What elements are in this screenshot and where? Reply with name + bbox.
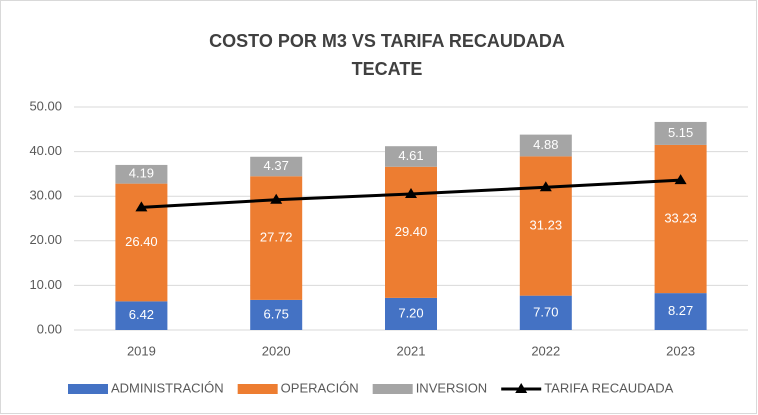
legend-label: INVERSION <box>416 380 488 395</box>
y-tick-label: 50.00 <box>29 98 62 113</box>
data-label: 29.40 <box>395 224 428 239</box>
line-marker <box>405 187 417 198</box>
legend-swatch <box>68 384 108 394</box>
x-tick-label: 2021 <box>397 343 426 358</box>
line-marker <box>270 193 283 204</box>
y-tick-label: 10.00 <box>29 277 62 292</box>
x-tick-label: 2019 <box>127 343 156 358</box>
bar-segment <box>654 293 707 330</box>
y-tick-label: 20.00 <box>29 232 62 247</box>
line-marker <box>539 181 552 192</box>
data-label: 33.23 <box>664 210 697 225</box>
data-label: 6.42 <box>129 307 154 322</box>
x-tick-label: 2023 <box>666 343 695 358</box>
bar-segment <box>385 146 437 167</box>
bar-segment <box>519 134 572 157</box>
y-tick-label: 0.00 <box>37 321 62 336</box>
data-label: 4.88 <box>533 137 558 152</box>
legend-swatch <box>237 384 278 394</box>
y-tick-label: 30.00 <box>29 188 62 203</box>
data-label: 8.27 <box>668 303 693 318</box>
x-tick-label: 2020 <box>262 343 291 358</box>
data-label: 31.23 <box>530 217 563 232</box>
data-label: 6.75 <box>264 306 289 321</box>
bar-segment <box>115 301 168 330</box>
bar-segment <box>519 156 572 296</box>
line-marker <box>135 201 148 212</box>
legend-swatch <box>372 384 413 394</box>
bar-segment <box>250 299 303 330</box>
legend-label: OPERACIÓN <box>281 380 359 395</box>
data-label: 4.19 <box>129 166 154 181</box>
y-tick-label: 40.00 <box>29 143 62 158</box>
legend-label: TARIFA RECAUDADA <box>544 380 673 395</box>
bar-segment <box>115 164 168 184</box>
bar-segment <box>519 295 572 330</box>
chart-subtitle: TECATE <box>352 59 423 79</box>
data-label: 4.37 <box>264 158 289 173</box>
data-label: 7.20 <box>398 305 423 320</box>
bar-segment <box>654 121 707 145</box>
data-label: 26.40 <box>125 234 158 249</box>
legend-marker <box>515 383 528 393</box>
chart-title: COSTO POR M3 VS TARIFA RECAUDADA <box>209 31 565 51</box>
bar-segment <box>250 156 303 177</box>
data-label: 7.70 <box>533 304 558 319</box>
data-label: 5.15 <box>668 125 693 140</box>
bar-segment <box>654 144 707 294</box>
legend-label: ADMINISTRACIÓN <box>111 380 224 395</box>
line-marker <box>674 174 687 185</box>
bar-segment <box>385 297 437 330</box>
data-label: 27.72 <box>260 230 293 245</box>
data-label: 4.61 <box>398 148 423 163</box>
x-tick-label: 2022 <box>531 343 560 358</box>
